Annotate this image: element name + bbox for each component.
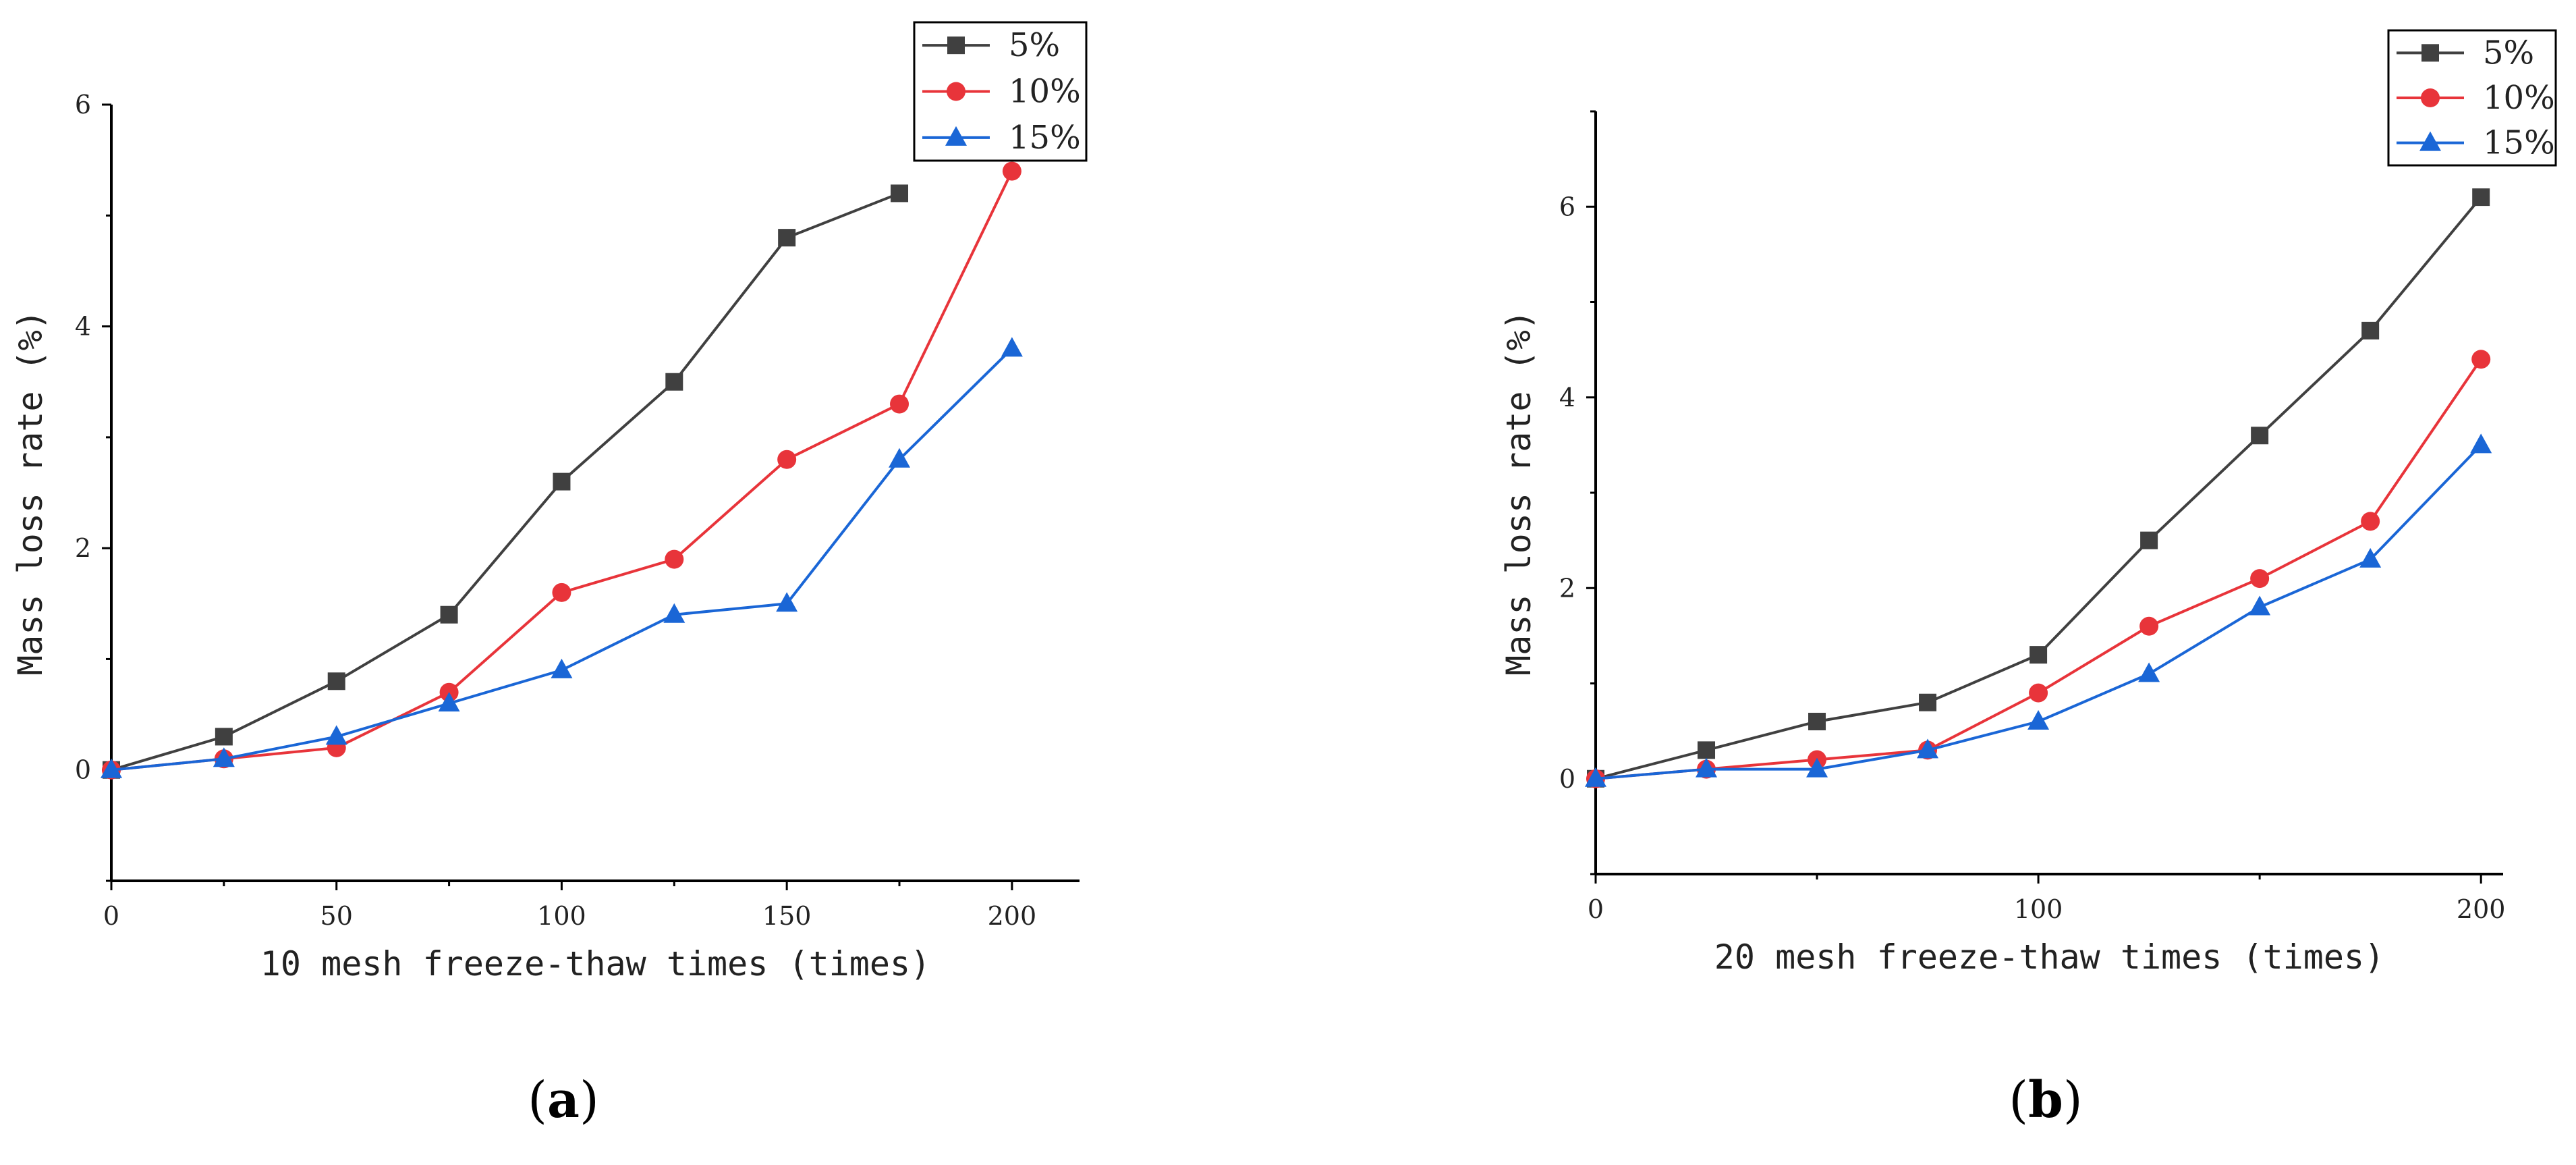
data-point-0 — [2251, 427, 2269, 445]
y-axis-title: Mass loss rate (%) — [11, 310, 50, 676]
series-line-2 — [111, 348, 1013, 771]
data-point-2 — [663, 603, 685, 623]
legend-label: 10% — [1009, 73, 1081, 111]
legend-label: 15% — [1009, 119, 1081, 157]
legend-marker — [2421, 44, 2439, 62]
series-line-0 — [111, 192, 900, 771]
chart-a: 0 2 4 6 0 50 100 150 200 10 mesh freeze-thaw time… — [11, 21, 1088, 1129]
data-point-2 — [2138, 662, 2160, 682]
legend-label: 5% — [2483, 34, 2534, 72]
legend: 5% 10% 15% — [2387, 29, 2557, 167]
data-point-2 — [213, 747, 235, 767]
data-point-0 — [327, 672, 345, 690]
series-line-1 — [111, 170, 1013, 771]
data-point-2 — [889, 448, 911, 468]
data-point-1 — [552, 582, 571, 602]
legend-marker — [2419, 131, 2441, 151]
data-point-0 — [2029, 646, 2048, 664]
data-point-1 — [2361, 512, 2380, 531]
x-tick-label: 0 — [103, 901, 119, 931]
panel-label-close: ) — [2063, 1071, 2083, 1129]
legend-marker — [945, 126, 967, 146]
data-point-1 — [2250, 569, 2270, 589]
panel-label: (b) — [2009, 1071, 2083, 1129]
panel-label-letter: a — [547, 1071, 580, 1129]
y-tick-label: 2 — [75, 533, 91, 563]
data-point-2 — [1001, 337, 1023, 357]
data-point-2 — [551, 658, 573, 678]
data-point-0 — [778, 229, 796, 247]
data-point-2 — [1806, 757, 1828, 778]
data-point-0 — [891, 184, 909, 202]
data-point-2 — [2470, 433, 2492, 454]
legend-label: 10% — [2483, 79, 2555, 117]
chart-b: 0 2 4 6 0 100 200 20 mesh freeze-thaw times (ti… — [1499, 29, 2557, 1129]
legend-marker — [947, 36, 965, 55]
y-tick-label: 4 — [75, 312, 91, 342]
data-point-2 — [101, 758, 122, 778]
y-tick-label: 6 — [1559, 192, 1575, 221]
data-point-2 — [2027, 710, 2050, 730]
legend-marker — [2421, 88, 2440, 107]
panel-label-close: ) — [580, 1071, 599, 1129]
data-point-0 — [553, 472, 571, 491]
data-point-1 — [2471, 350, 2491, 369]
data-point-0 — [1919, 693, 1937, 711]
data-point-1 — [890, 394, 909, 414]
data-point-2 — [776, 592, 798, 612]
x-axis-title: 10 mesh freeze-thaw times (times) — [260, 944, 930, 983]
y-tick-label: 4 — [1559, 383, 1575, 412]
x-tick-label: 200 — [2457, 894, 2506, 924]
data-point-1 — [665, 549, 684, 569]
panel-label-open: ( — [528, 1071, 547, 1129]
data-point-0 — [2361, 321, 2380, 340]
x-axis-title: 20 mesh freeze-thaw times (times) — [1714, 938, 2384, 977]
data-point-0 — [215, 728, 233, 746]
panel-label: (a) — [528, 1071, 599, 1129]
y-axis-title: Mass loss rate (%) — [1499, 310, 1538, 676]
data-point-0 — [2140, 531, 2158, 549]
data-point-2 — [2359, 547, 2382, 568]
data-point-0 — [665, 373, 683, 391]
y-tick-label: 6 — [75, 90, 91, 119]
x-tick-label: 50 — [320, 901, 353, 931]
data-point-0 — [440, 605, 458, 624]
legend-label: 5% — [1009, 26, 1060, 64]
data-point-1 — [2029, 683, 2048, 703]
data-point-1 — [1002, 161, 1021, 181]
legend: 5% 10% 15% — [913, 21, 1088, 162]
y-tick-label: 2 — [1559, 573, 1575, 603]
data-point-2 — [1917, 738, 1939, 759]
data-point-1 — [2139, 616, 2159, 636]
panel-label-open: ( — [2009, 1071, 2028, 1129]
x-tick-label: 0 — [1588, 894, 1604, 924]
x-tick-label: 100 — [2014, 894, 2063, 924]
data-point-2 — [438, 692, 460, 712]
y-tick-label: 0 — [1559, 764, 1575, 794]
data-point-2 — [325, 725, 347, 745]
data-point-1 — [777, 450, 797, 469]
x-tick-label: 150 — [762, 901, 812, 931]
y-tick-label: 0 — [75, 755, 91, 785]
panel-label-letter: b — [2028, 1071, 2063, 1129]
data-point-0 — [1808, 713, 1826, 730]
data-point-2 — [2249, 595, 2271, 616]
data-point-2 — [1585, 767, 1606, 787]
x-tick-label: 100 — [537, 901, 586, 931]
legend-marker — [947, 82, 965, 101]
data-point-0 — [1698, 741, 1716, 759]
x-tick-label: 200 — [988, 901, 1037, 931]
data-point-0 — [2472, 188, 2490, 207]
data-point-2 — [1696, 757, 1718, 778]
legend-label: 15% — [2483, 124, 2555, 162]
